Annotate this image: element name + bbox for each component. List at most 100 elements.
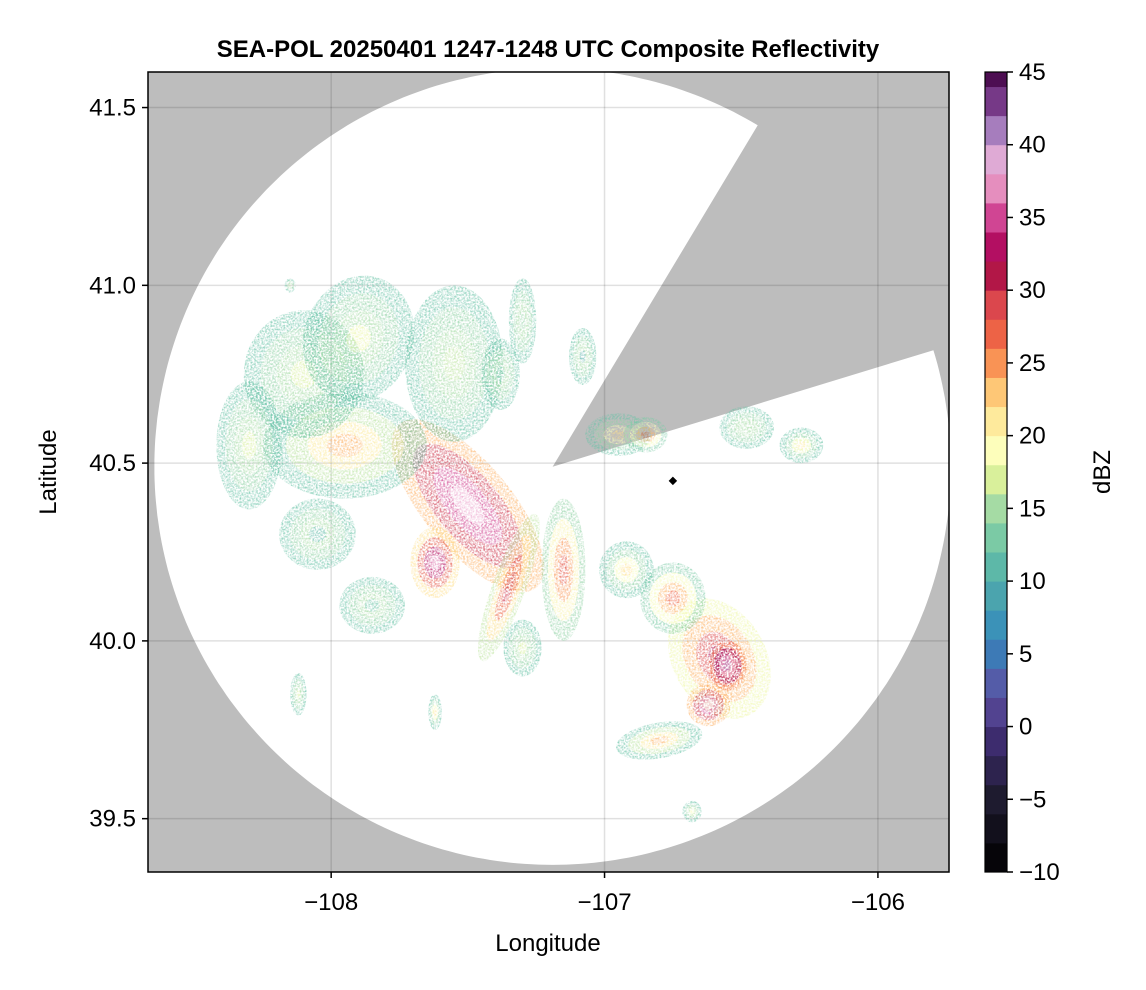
colorbar-segment <box>985 697 1007 728</box>
reflectivity-cell <box>216 381 282 510</box>
reflectivity-contour <box>518 641 527 655</box>
reflectivity-contour <box>451 486 485 525</box>
colorbar-segment <box>985 493 1007 524</box>
x-axis-label: Longitude <box>495 930 600 957</box>
colorbar-segment <box>985 377 1007 408</box>
reflectivity-contour <box>611 429 626 440</box>
reflectivity-cell <box>503 619 542 677</box>
reflectivity-cell <box>284 278 296 293</box>
colorbar-segment <box>985 348 1007 378</box>
colorbar-segment <box>985 72 1007 88</box>
reflectivity-cell <box>708 640 747 691</box>
colorbar-tick-label: 25 <box>1019 350 1046 377</box>
reflectivity-contour <box>364 599 380 612</box>
colorbar-segment <box>985 406 1007 437</box>
reflectivity-cell <box>686 683 731 727</box>
plot-frame <box>147 71 950 873</box>
chart-title: SEA-POL 20250401 1247-1248 UTC Composite… <box>217 36 880 63</box>
colorbar-segment <box>985 552 1007 582</box>
reflectivity-cell <box>568 328 597 385</box>
colorbar-tick-label: 5 <box>1019 641 1032 668</box>
colorbar-tick-label: 35 <box>1019 204 1046 231</box>
reflectivity-contour <box>296 689 301 699</box>
colorbar-tick-label: −5 <box>1019 786 1046 813</box>
colorbar-segment <box>985 755 1007 786</box>
reflectivity-contour <box>640 430 651 439</box>
reflectivity-cell <box>481 338 520 410</box>
reflectivity-contour <box>519 311 526 331</box>
x-tick-label: −108 <box>304 889 358 916</box>
reflectivity-contour <box>288 283 292 287</box>
reflectivity-contour <box>740 422 753 433</box>
reflectivity-contour <box>620 563 633 577</box>
colorbar-segment <box>985 319 1007 349</box>
reflectivity-contour <box>241 431 257 460</box>
colorbar-segment <box>985 173 1007 204</box>
colorbar-segment <box>985 842 1007 873</box>
colorbar-tick-label: 10 <box>1019 568 1046 595</box>
colorbar-segment <box>985 813 1007 844</box>
reflectivity-contour <box>502 571 516 604</box>
colorbar-tick-label: 45 <box>1019 59 1046 86</box>
colorbar-segment <box>985 668 1007 698</box>
reflectivity-cell <box>623 416 668 453</box>
reflectivity-contour <box>703 700 714 710</box>
colorbar-segment <box>985 726 1007 757</box>
reflectivity-contour <box>309 526 326 543</box>
reflectivity-field <box>216 275 824 823</box>
reflectivity-cell <box>339 576 405 634</box>
y-axis-ticks: 39.5 40.0 40.5 41.0 41.5 <box>89 95 148 833</box>
reflectivity-cell <box>682 800 702 823</box>
reflectivity-cell <box>428 694 442 730</box>
reflectivity-cell <box>477 513 540 662</box>
colorbar-segment <box>985 290 1007 320</box>
y-tick-label: 40.0 <box>89 628 136 655</box>
y-axis-label: Latitude <box>35 429 62 514</box>
reflectivity-contour <box>433 708 437 716</box>
reflectivity-contour <box>796 441 807 450</box>
reflectivity-cell <box>616 721 703 760</box>
grid-lines <box>148 72 949 872</box>
colorbar-segment <box>985 581 1007 611</box>
colorbar-segment <box>985 522 1007 553</box>
reflectivity-cell <box>640 562 706 634</box>
reflectivity-contour <box>689 809 695 814</box>
colorbar-segment <box>985 144 1007 175</box>
colorbar <box>984 71 1008 873</box>
reflectivity-cell <box>779 427 824 464</box>
reflectivity-contour <box>429 554 441 571</box>
x-tick-label: −106 <box>851 889 905 916</box>
colorbar-segment <box>985 261 1007 291</box>
colorbar-tick-label: 15 <box>1019 495 1046 522</box>
colorbar-tick-label: 40 <box>1019 132 1046 159</box>
colorbar-segment <box>985 464 1007 495</box>
colorbar-segment <box>985 232 1007 262</box>
reflectivity-cell <box>541 498 586 641</box>
y-tick-label: 41.5 <box>89 95 136 122</box>
colorbar-segment <box>985 115 1007 146</box>
plot-area <box>148 72 949 872</box>
reflectivity-cell <box>404 285 504 442</box>
reflectivity-cell <box>508 278 537 364</box>
reflectivity-contour <box>326 433 363 458</box>
reflectivity-cell <box>279 498 356 570</box>
y-tick-label: 40.5 <box>89 450 136 477</box>
colorbar-tick-label: 30 <box>1019 277 1046 304</box>
y-tick-label: 41.0 <box>89 272 136 299</box>
reflectivity-contour <box>723 660 732 672</box>
reflectivity-contour <box>443 346 465 381</box>
colorbar-ticks: −10 −5 0 5 10 15 20 25 30 35 40 45 <box>1007 59 1060 886</box>
reflectivity-cell <box>599 541 654 599</box>
reflectivity-cell <box>302 275 415 402</box>
reflectivity-cell <box>391 419 545 593</box>
y-tick-label: 39.5 <box>89 806 136 833</box>
colorbar-segment <box>985 202 1007 233</box>
reflectivity-contour <box>346 324 371 353</box>
colorbar-segment <box>985 610 1007 640</box>
reflectivity-contour <box>579 350 586 363</box>
reflectivity-cell <box>410 527 460 599</box>
colorbar-segment <box>985 86 1007 117</box>
colorbar-tick-label: −10 <box>1019 859 1060 886</box>
colorbar-frame <box>984 71 1008 873</box>
